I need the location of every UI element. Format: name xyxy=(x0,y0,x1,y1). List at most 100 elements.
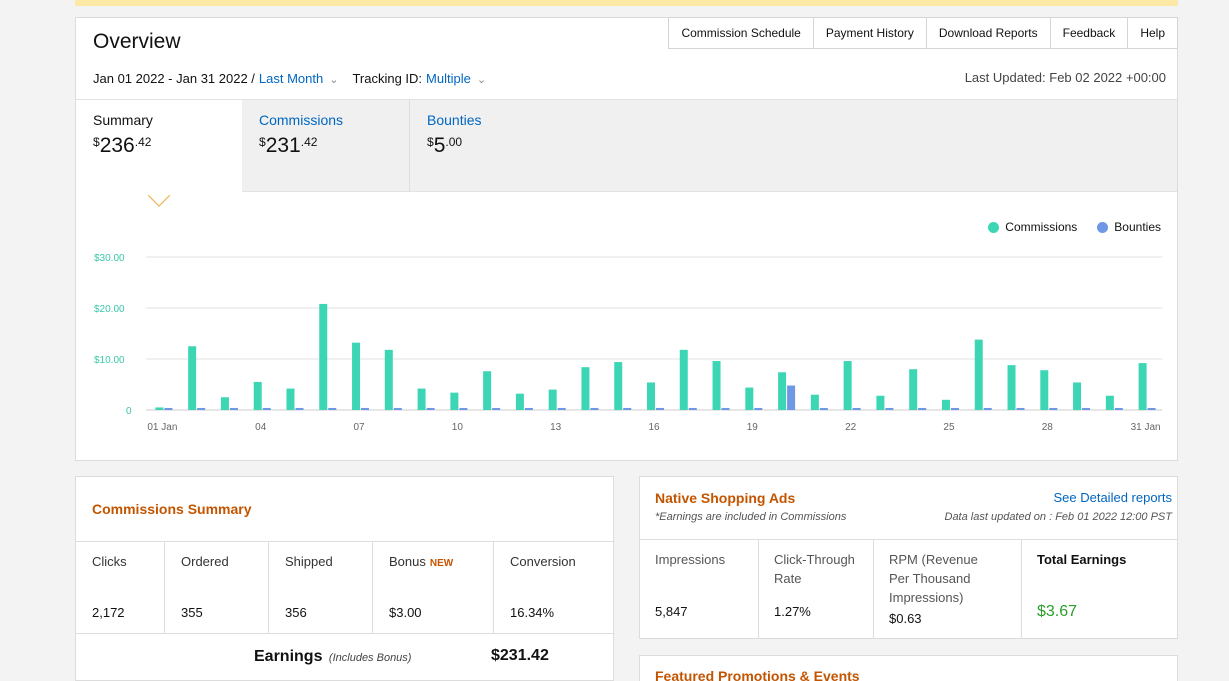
tab-commissions[interactable]: Commissions $231.42 xyxy=(242,100,410,192)
bounty-bar xyxy=(1147,407,1156,410)
metric-ordered: Ordered 355 xyxy=(165,542,269,633)
x-tick-label: 28 xyxy=(1042,422,1054,433)
legend-bounties: Bounties xyxy=(1097,220,1161,234)
chevron-down-icon[interactable]: ⌄ xyxy=(329,74,339,86)
commission-bar xyxy=(712,361,721,410)
featured-promotions-card: Featured Promotions & Events xyxy=(639,655,1178,681)
commission-bar xyxy=(1138,363,1147,410)
date-range: Jan 01 2022 - Jan 31 2022 / xyxy=(93,71,255,86)
commission-bar xyxy=(614,362,623,410)
commission-bar xyxy=(188,346,197,410)
help-link[interactable]: Help xyxy=(1127,17,1178,49)
legend-dot-icon xyxy=(988,221,1000,233)
page-title: Overview xyxy=(93,30,181,53)
y-tick-label: $20.00 xyxy=(94,304,125,315)
x-tick-label: 04 xyxy=(255,422,267,433)
commission-bar xyxy=(450,392,459,410)
commission-bar xyxy=(384,349,393,410)
native-ads-note: *Earnings are included in Commissions xyxy=(655,511,847,523)
bounty-bar xyxy=(590,407,599,410)
commission-bar xyxy=(548,389,557,410)
report-links: Commission Schedule Payment History Down… xyxy=(668,17,1178,49)
bounty-bar xyxy=(197,407,206,410)
bounty-bar xyxy=(688,407,697,410)
metric-clicks: Clicks 2,172 xyxy=(76,542,165,633)
last-updated: Last Updated: Feb 02 2022 +00:00 xyxy=(964,70,1166,85)
native-ads-table: Impressions 5,847 Click-Through Rate 1.2… xyxy=(640,539,1177,639)
commission-bar xyxy=(1073,382,1082,410)
commission-bar xyxy=(352,342,361,410)
commissions-summary-card: Commissions Summary Clicks 2,172 Ordered… xyxy=(75,476,614,681)
bounty-bar xyxy=(819,407,828,410)
bounty-bar xyxy=(164,407,173,410)
commission-bar xyxy=(1105,395,1114,410)
commission-bar xyxy=(941,399,950,410)
bounty-bar xyxy=(918,407,927,410)
metric-rpm: RPM (Revenue Per Thousand Impressions) $… xyxy=(874,540,1022,639)
bounty-bar xyxy=(1049,407,1058,410)
bounty-bar xyxy=(754,407,763,410)
bounty-bar xyxy=(623,407,632,410)
period-dropdown[interactable]: Last Month xyxy=(258,71,324,86)
commission-bar xyxy=(515,393,524,410)
tab-summary[interactable]: Summary $236.42 xyxy=(76,100,242,196)
x-tick-label: 01 Jan xyxy=(147,422,177,433)
bounty-bar xyxy=(950,407,959,410)
commission-bar xyxy=(1007,365,1016,410)
commission-bar xyxy=(647,382,655,410)
tab-bounties[interactable]: Bounties $5.00 xyxy=(410,100,610,192)
tab-label: Summary xyxy=(93,112,153,128)
earnings-label: Earnings (Includes Bonus) xyxy=(254,648,412,665)
see-detailed-reports-link[interactable]: See Detailed reports xyxy=(1053,490,1172,505)
commission-schedule-link[interactable]: Commission Schedule xyxy=(668,17,814,49)
bounty-bar xyxy=(557,407,566,410)
native-ads-updated: Data last updated on : Feb 01 2022 12:00… xyxy=(944,511,1173,523)
tab-amount: $5.00 xyxy=(427,134,463,157)
commission-bar xyxy=(679,349,688,410)
new-badge: NEW xyxy=(429,558,454,569)
tracking-id-dropdown[interactable]: Multiple xyxy=(426,71,471,86)
x-tick-label: 22 xyxy=(845,422,857,433)
bounty-bar xyxy=(524,407,533,410)
commission-bar xyxy=(745,387,754,410)
bounty-bar xyxy=(328,407,337,410)
bounty-bar xyxy=(295,407,304,410)
bounty-bar xyxy=(1114,407,1123,410)
bounty-bar xyxy=(983,407,992,410)
bounty-bar xyxy=(262,407,271,410)
y-tick-label: $30.00 xyxy=(94,253,125,264)
commission-bar xyxy=(220,397,229,410)
chevron-down-icon[interactable]: ⌄ xyxy=(476,74,487,86)
commission-bar xyxy=(253,381,262,410)
commission-bar xyxy=(417,388,426,410)
active-tab-caret-icon xyxy=(148,195,170,207)
y-tick-label: $10.00 xyxy=(94,355,125,366)
feedback-link[interactable]: Feedback xyxy=(1049,17,1129,49)
tracking-label: Tracking ID: xyxy=(352,71,423,86)
commission-bar xyxy=(319,303,328,410)
payment-history-link[interactable]: Payment History xyxy=(812,17,927,49)
tab-label: Commissions xyxy=(259,112,344,128)
legend-commissions: Commissions xyxy=(988,220,1077,234)
bounty-bar xyxy=(492,407,501,410)
commission-bar xyxy=(581,367,590,410)
featured-promotions-title: Featured Promotions & Events xyxy=(655,668,860,681)
commission-bar xyxy=(810,394,819,410)
x-tick-label: 25 xyxy=(943,422,955,433)
date-filter-row: Jan 01 2022 - Jan 31 2022 / Last Month ⌄… xyxy=(93,71,486,86)
native-ads-title: Native Shopping Ads xyxy=(655,490,796,506)
commission-bar xyxy=(974,339,983,410)
download-reports-link[interactable]: Download Reports xyxy=(925,17,1051,49)
commission-bar xyxy=(843,361,852,410)
bounty-bar xyxy=(656,407,664,410)
y-tick-label: 0 xyxy=(126,406,132,417)
bounty-bar xyxy=(361,407,370,410)
x-tick-label: 19 xyxy=(747,422,759,433)
commissions-summary-table: Clicks 2,172 Ordered 355 Shipped 356 Bon… xyxy=(76,541,613,634)
legend-dot-icon xyxy=(1097,221,1109,233)
native-shopping-ads-card: Native Shopping Ads *Earnings are includ… xyxy=(639,476,1178,639)
x-tick-label: 13 xyxy=(550,422,562,433)
overview-card: Overview Commission Schedule Payment His… xyxy=(75,17,1178,461)
tab-amount: $236.42 xyxy=(93,134,152,157)
x-tick-label: 31 Jan xyxy=(1131,422,1161,433)
